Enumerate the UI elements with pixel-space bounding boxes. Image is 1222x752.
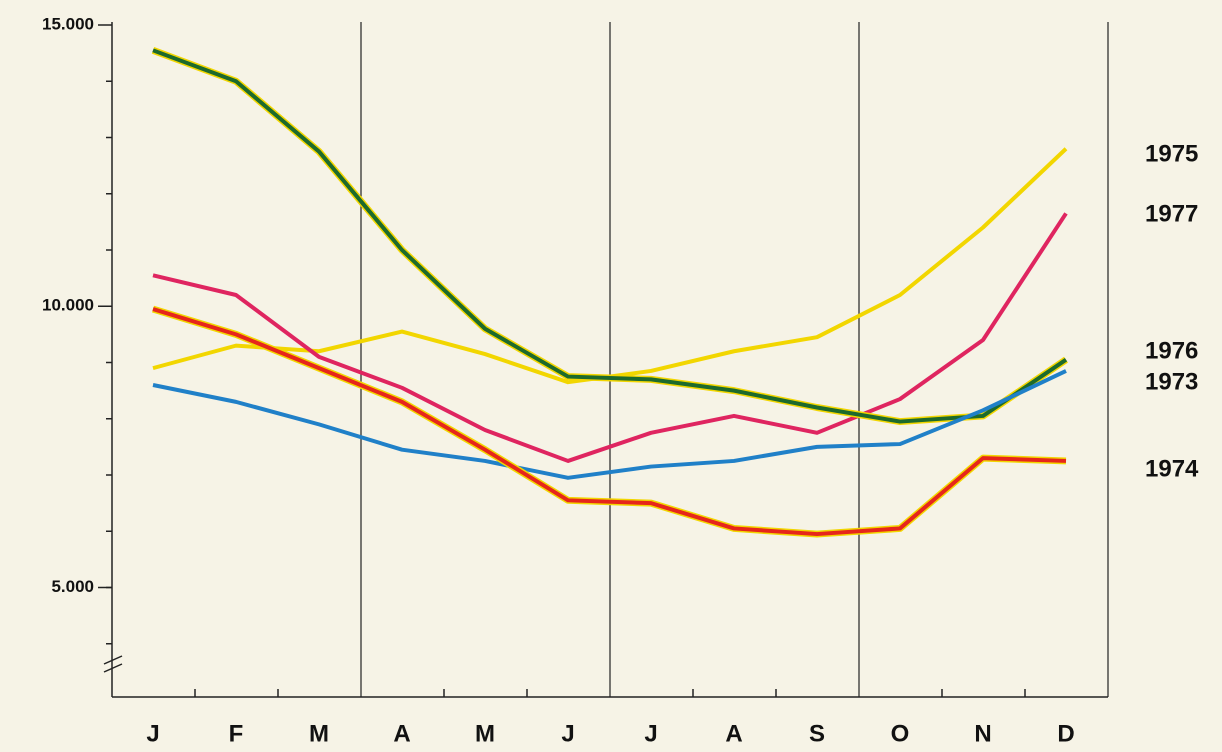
x-tick-label: F [229, 720, 244, 747]
x-tick-label: D [1057, 720, 1074, 747]
legend-label: 1974 [1145, 455, 1199, 482]
x-tick-label: M [475, 720, 495, 747]
y-tick-label: 10.000 [42, 296, 94, 315]
line [152, 212, 1068, 463]
line [152, 48, 1068, 424]
x-tick-label: M [309, 720, 329, 747]
x-tick-label: A [725, 720, 742, 747]
legend-label: 1976 [1145, 337, 1198, 364]
x-tick-label: J [146, 720, 159, 747]
x-tick-label: O [891, 720, 910, 747]
x-tick-label: S [809, 720, 825, 747]
legend-label: 1977 [1145, 200, 1198, 227]
y-tick-label: 5.000 [51, 577, 94, 596]
axis-break [103, 663, 123, 673]
legend-label: 1973 [1145, 368, 1198, 395]
x-tick-label: J [561, 720, 574, 747]
x-tick-label: N [974, 720, 991, 747]
legend-label: 1975 [1145, 140, 1198, 167]
y-tick-label: 15.000 [42, 14, 94, 33]
line [152, 307, 1067, 537]
x-tick-label: J [644, 720, 657, 747]
axis-break [103, 655, 123, 665]
x-tick-label: A [393, 720, 410, 747]
line [152, 369, 1067, 480]
